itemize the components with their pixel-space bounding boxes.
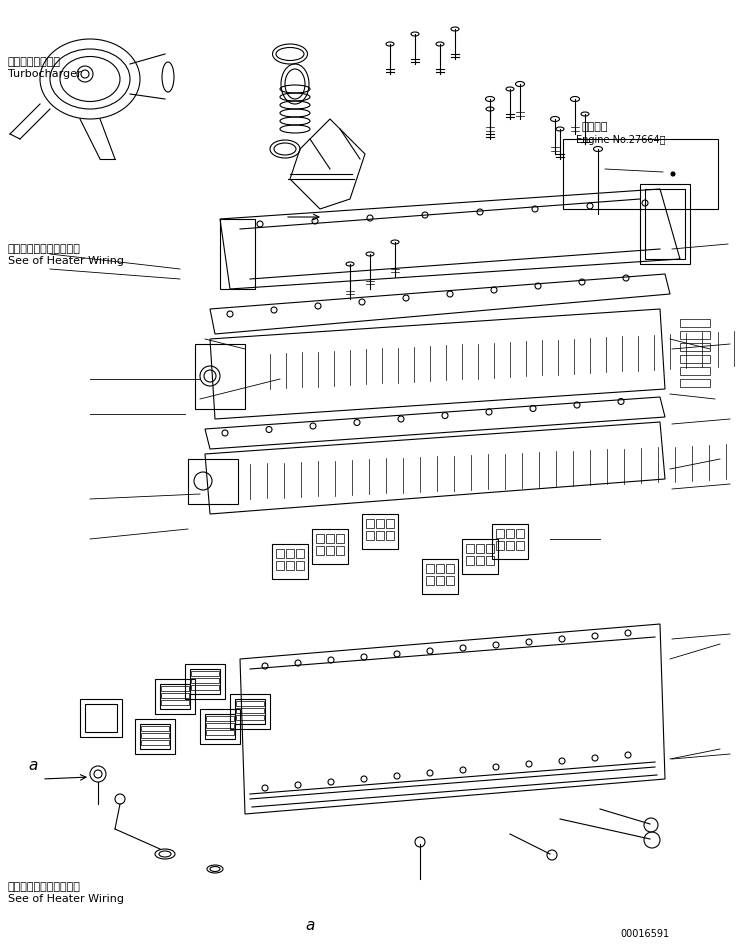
Bar xyxy=(680,379,710,388)
Bar xyxy=(680,344,710,351)
Bar xyxy=(155,680,195,715)
Bar xyxy=(161,700,189,705)
Bar xyxy=(316,547,324,555)
Bar xyxy=(516,542,524,550)
Bar xyxy=(236,708,264,714)
Bar xyxy=(680,320,710,328)
Bar xyxy=(160,684,190,709)
Bar xyxy=(296,562,304,570)
Bar xyxy=(462,539,498,574)
Text: 00016591: 00016591 xyxy=(620,928,669,938)
Bar xyxy=(276,562,284,570)
Bar xyxy=(220,220,255,290)
Bar xyxy=(466,545,474,553)
Bar xyxy=(236,701,264,706)
Bar xyxy=(436,565,444,573)
Bar xyxy=(206,731,234,735)
Bar xyxy=(486,545,494,553)
Bar xyxy=(366,531,374,540)
Bar xyxy=(312,530,348,565)
Bar xyxy=(191,679,219,683)
Bar xyxy=(506,530,514,538)
Bar xyxy=(366,519,374,529)
Bar xyxy=(161,686,189,691)
Bar xyxy=(205,715,235,739)
Bar xyxy=(476,545,484,553)
Text: ヒータワイヤリング参照: ヒータワイヤリング参照 xyxy=(8,881,81,891)
Bar xyxy=(188,460,238,504)
Bar xyxy=(496,542,504,550)
Bar xyxy=(141,733,169,738)
Text: See of Heater Wiring: See of Heater Wiring xyxy=(8,893,124,903)
Bar xyxy=(141,726,169,732)
Text: ターボチャージャ: ターボチャージャ xyxy=(8,57,61,67)
Bar xyxy=(195,345,245,410)
Bar xyxy=(376,519,384,529)
Text: a: a xyxy=(28,757,37,772)
Bar xyxy=(386,531,394,540)
Bar xyxy=(200,709,240,744)
Bar xyxy=(680,367,710,376)
Bar xyxy=(563,140,718,210)
Bar xyxy=(272,545,308,580)
Bar xyxy=(436,577,444,585)
Bar xyxy=(426,577,434,585)
Bar xyxy=(680,331,710,340)
Bar xyxy=(336,547,344,555)
Bar xyxy=(476,556,484,565)
Bar xyxy=(140,724,170,750)
Bar xyxy=(191,671,219,676)
Bar xyxy=(680,356,710,363)
Bar xyxy=(296,549,304,559)
Circle shape xyxy=(671,173,675,177)
Bar xyxy=(235,700,265,724)
Bar xyxy=(161,693,189,699)
Bar xyxy=(376,531,384,540)
Bar xyxy=(316,534,324,544)
Bar xyxy=(426,565,434,573)
Bar xyxy=(135,719,175,754)
Bar xyxy=(506,542,514,550)
Text: a: a xyxy=(305,917,314,932)
Bar xyxy=(141,740,169,745)
Bar xyxy=(286,562,294,570)
Bar xyxy=(446,565,454,573)
Bar xyxy=(496,530,504,538)
Bar xyxy=(326,547,334,555)
Text: 適用号機: 適用号機 xyxy=(582,122,609,132)
Bar xyxy=(336,534,344,544)
Text: ヒータワイヤリング参照: ヒータワイヤリング参照 xyxy=(8,244,81,254)
Bar xyxy=(422,560,458,595)
Bar xyxy=(85,704,117,733)
Bar xyxy=(645,190,685,260)
Bar xyxy=(206,716,234,721)
Bar xyxy=(326,534,334,544)
Bar xyxy=(640,185,690,264)
Bar xyxy=(362,514,398,549)
Text: Turbocharger: Turbocharger xyxy=(8,69,82,79)
Bar xyxy=(446,577,454,585)
Bar xyxy=(492,525,528,560)
Text: See of Heater Wiring: See of Heater Wiring xyxy=(8,256,124,265)
Bar xyxy=(276,549,284,559)
Bar xyxy=(286,549,294,559)
Bar xyxy=(486,556,494,565)
Bar xyxy=(190,669,220,694)
Bar xyxy=(185,665,225,700)
Bar xyxy=(516,530,524,538)
Bar xyxy=(466,556,474,565)
Bar xyxy=(206,723,234,728)
Bar xyxy=(191,685,219,690)
Bar xyxy=(230,694,270,729)
Text: Engine No.27664～: Engine No.27664～ xyxy=(576,135,666,144)
Bar xyxy=(386,519,394,529)
Bar xyxy=(236,716,264,720)
Bar xyxy=(80,700,122,737)
